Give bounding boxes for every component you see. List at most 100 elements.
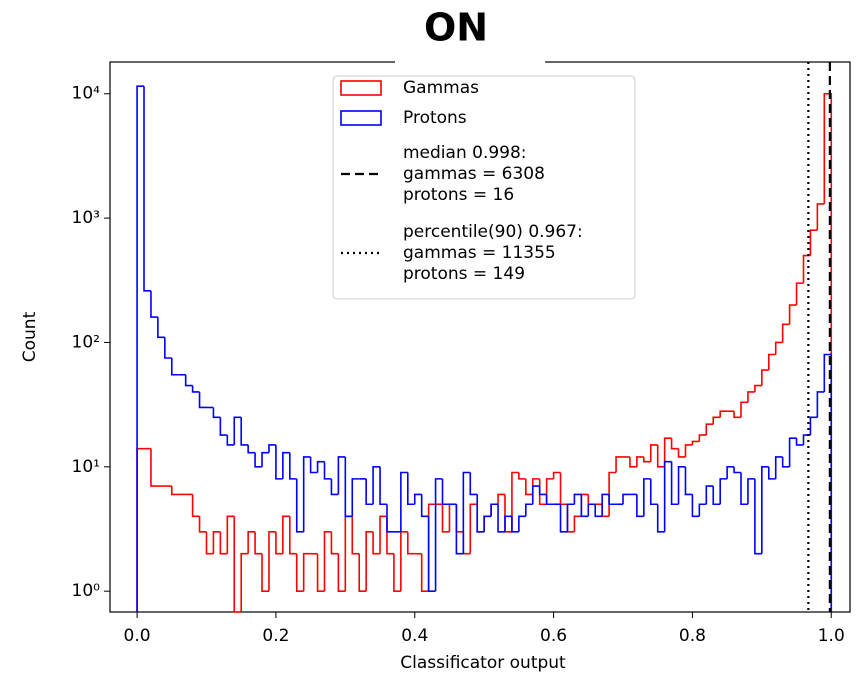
histogram-step bbox=[288, 452, 297, 480]
histogram-step bbox=[302, 456, 311, 532]
histogram-step bbox=[212, 407, 221, 419]
legend-label: gammas = 11355 bbox=[403, 243, 556, 263]
histogram-step bbox=[594, 504, 603, 518]
histogram-step bbox=[448, 503, 457, 532]
histogram-step bbox=[309, 456, 318, 474]
histogram-step bbox=[573, 493, 582, 505]
histogram-step bbox=[282, 515, 290, 554]
histogram-step bbox=[677, 466, 686, 505]
histogram-step bbox=[643, 456, 651, 463]
histogram-step bbox=[629, 456, 637, 468]
histogram-step bbox=[663, 460, 672, 532]
histogram-step bbox=[254, 531, 263, 555]
histogram-step bbox=[677, 448, 686, 458]
legend-label: Gammas bbox=[403, 78, 479, 98]
histogram-step bbox=[351, 478, 360, 517]
histogram-step bbox=[622, 493, 630, 505]
histogram-step bbox=[774, 456, 783, 479]
histogram-step bbox=[219, 531, 228, 555]
histogram-step bbox=[545, 478, 554, 505]
x-tick-label: 0.2 bbox=[262, 626, 289, 646]
x-tick-label: 0.6 bbox=[540, 626, 567, 646]
histogram-step bbox=[400, 531, 408, 592]
histogram-step bbox=[747, 391, 755, 403]
histogram-step bbox=[476, 494, 485, 533]
legend-box bbox=[332, 75, 636, 300]
histogram-step bbox=[247, 531, 256, 554]
histogram-step bbox=[400, 471, 408, 532]
histogram-step bbox=[712, 486, 721, 506]
histogram-step bbox=[504, 494, 512, 533]
legend-label: median 0.998: bbox=[403, 143, 527, 163]
histogram-step bbox=[573, 515, 582, 532]
histogram-step bbox=[295, 553, 304, 592]
histogram-step bbox=[191, 385, 200, 393]
chart-title: ON bbox=[424, 6, 488, 50]
histogram-step bbox=[344, 515, 353, 592]
histogram-step bbox=[781, 323, 790, 343]
histogram-step bbox=[420, 553, 429, 592]
legend-swatch bbox=[340, 110, 382, 126]
histogram-step bbox=[601, 504, 610, 518]
histogram-step bbox=[483, 515, 492, 532]
histogram-step bbox=[802, 434, 811, 445]
histogram-step bbox=[740, 401, 748, 418]
histogram-step bbox=[809, 229, 818, 256]
legend-label: protons = 149 bbox=[403, 264, 525, 284]
histogram-step bbox=[670, 438, 679, 450]
histogram-step bbox=[157, 317, 165, 339]
histogram-step bbox=[427, 516, 436, 592]
histogram-step bbox=[552, 471, 561, 479]
histogram-step bbox=[656, 444, 665, 468]
histogram-step bbox=[441, 504, 450, 533]
histogram-step bbox=[379, 515, 387, 554]
histogram-step bbox=[233, 516, 242, 613]
histogram-step bbox=[407, 472, 415, 506]
histogram-step bbox=[636, 494, 644, 518]
y-tick-label: 10³ bbox=[72, 208, 100, 228]
legend-swatch bbox=[340, 80, 382, 96]
histogram-step bbox=[136, 85, 145, 612]
histogram-step bbox=[580, 494, 589, 518]
histogram-step bbox=[261, 451, 269, 467]
histogram-step bbox=[538, 478, 547, 506]
legend-label: percentile(90) 0.967: bbox=[403, 222, 583, 242]
histogram-step bbox=[330, 531, 339, 555]
histogram-step bbox=[483, 515, 492, 532]
histogram-step bbox=[795, 438, 804, 446]
histogram-step bbox=[823, 92, 833, 612]
histogram-step bbox=[636, 456, 644, 467]
histogram-step bbox=[698, 434, 707, 442]
histogram-step bbox=[323, 531, 332, 592]
histogram-step bbox=[337, 553, 346, 592]
histogram-step bbox=[337, 456, 346, 495]
histogram-step bbox=[344, 456, 353, 518]
x-tick-label: 0.0 bbox=[124, 626, 151, 646]
histogram-step bbox=[767, 353, 776, 371]
histogram-step bbox=[226, 435, 235, 446]
histogram-step bbox=[518, 515, 526, 532]
histogram-step bbox=[545, 494, 554, 506]
histogram-step bbox=[323, 461, 332, 480]
histogram-step bbox=[795, 282, 804, 306]
histogram-step bbox=[136, 447, 145, 612]
histogram-step bbox=[525, 478, 533, 496]
histogram-step bbox=[372, 466, 381, 505]
histogram-step bbox=[490, 503, 499, 517]
histogram-step bbox=[170, 357, 179, 376]
histogram-step bbox=[490, 503, 499, 517]
x-tick-label: 1.0 bbox=[818, 626, 845, 646]
histogram-step bbox=[351, 516, 360, 555]
histogram-step bbox=[754, 478, 762, 555]
histogram-step bbox=[455, 504, 464, 533]
histogram-step bbox=[504, 515, 512, 532]
histogram-step bbox=[170, 486, 179, 496]
title-background bbox=[395, 0, 545, 66]
histogram-step bbox=[455, 504, 464, 555]
histogram-step bbox=[372, 531, 381, 555]
histogram-step bbox=[684, 444, 693, 457]
x-tick-label: 0.8 bbox=[679, 626, 706, 646]
histogram-step bbox=[767, 466, 776, 480]
